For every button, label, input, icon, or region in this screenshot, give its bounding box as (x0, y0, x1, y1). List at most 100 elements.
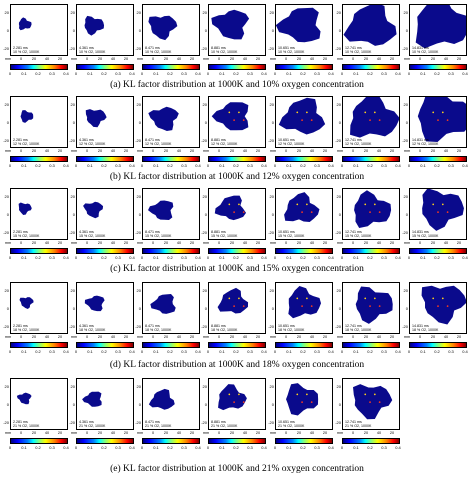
kl-distribution-map (350, 97, 399, 138)
x-tick-label: 20 (31, 241, 37, 245)
x-tick-label: 20 (163, 57, 169, 61)
x-tick-label: 20 (123, 431, 129, 435)
kl-distribution-map (148, 388, 175, 410)
kl-distribution-map (422, 189, 464, 231)
soot-region (415, 5, 466, 49)
colorbar (409, 64, 467, 70)
x-tick-label: 0 (418, 241, 422, 245)
time-label: 2.281 ms (13, 138, 28, 142)
time-label: 4.361 ms (79, 324, 94, 328)
y-tick-label: 20 (202, 384, 207, 389)
x-tick-label: 20 (31, 57, 37, 61)
kl-hotspot (310, 305, 313, 307)
subfigure-caption: (d) KL factor distribution at 1000K and … (109, 360, 365, 370)
x-tick-label: 20 (363, 431, 369, 435)
colorbar-tick-label: 0.3 (381, 349, 387, 354)
panel-annotation: 8.471 ms 12 % O2, 1000K (145, 138, 171, 146)
kl-hotspot (369, 401, 371, 403)
x-tick-label: 20 (163, 431, 169, 435)
x-tick-label: 40 (176, 149, 182, 153)
kl-map-panel: 8.881 ms 10 % O2, 1000K (208, 4, 266, 56)
colorbar-tick-label: 0.2 (167, 71, 173, 76)
y-tick-label: 20 (136, 384, 141, 389)
colorbar-tick-label: 0.3 (381, 445, 387, 450)
colorbar (208, 64, 266, 70)
x-tick-label: 40 (309, 57, 315, 61)
colorbar (342, 64, 400, 70)
colorbar-tick-label: 0.3 (115, 163, 121, 168)
kl-distribution-map (211, 102, 249, 131)
y-tick-label: -20 (69, 46, 75, 51)
time-label: 8.881 ms (211, 138, 226, 142)
kl-hotspot (364, 111, 367, 114)
colorbar-tick-label: 0.1 (21, 349, 27, 354)
colorbar-tick-label: 0.4 (195, 349, 201, 354)
colorbar-tick-label: 0.3 (247, 445, 253, 450)
panel-annotation: 2.281 ms 12 % O2, 1000K (13, 138, 39, 146)
x-tick-label: 20 (456, 57, 462, 61)
y-tick-label: 20 (403, 102, 408, 107)
panel-annotation: 10.651 ms 21 % O2, 1000K (278, 420, 304, 428)
colorbar-tick-label: 0.3 (314, 163, 320, 168)
colorbar-tick-label: 0.2 (300, 255, 306, 260)
x-tick-label: 20 (189, 57, 195, 61)
colorbar-tick-label: 0 (407, 255, 411, 260)
colorbar-tick-label: 0.2 (233, 163, 239, 168)
x-tick-label: 0 (284, 431, 288, 435)
colorbar-tick-label: 0.1 (87, 445, 93, 450)
colorbar (76, 342, 134, 348)
x-tick-label: 20 (123, 149, 129, 153)
y-tick-label: 0 (271, 28, 274, 33)
soot-region (18, 202, 32, 215)
colorbar-tick-label: 0.3 (247, 349, 253, 354)
colorbar-tick-label: 0.4 (195, 255, 201, 260)
kl-hotspot (238, 297, 240, 300)
soot-region (148, 106, 179, 131)
soot-region (355, 286, 393, 324)
panel-annotation: 2.281 ms 21 % O2, 1000K (13, 420, 39, 428)
kl-hotspot (364, 203, 367, 206)
colorbar (342, 248, 400, 254)
condition-label: 15 % O2, 1000K (345, 234, 372, 238)
x-tick-label: 20 (229, 335, 235, 339)
x-tick-label: mm (136, 241, 144, 245)
x-tick-label: 0 (151, 57, 155, 61)
x-tick-label: 0 (217, 149, 221, 153)
x-tick-label: 40 (309, 149, 315, 153)
colorbar-tick-label: 0.3 (181, 163, 187, 168)
kl-distribution-map (148, 106, 179, 131)
colorbar (142, 438, 200, 444)
kl-map-panel: 10.651 ms 21 % O2, 1000K (275, 378, 333, 430)
colorbar-tick-label: 0.4 (195, 163, 201, 168)
x-tick-label: 20 (229, 149, 235, 153)
x-tick-label: 20 (189, 335, 195, 339)
x-tick-label: 0 (151, 431, 155, 435)
kl-distribution-map (343, 5, 397, 46)
x-tick-label: 20 (322, 149, 328, 153)
colorbar-tick-label: 0.4 (261, 445, 267, 450)
y-tick-label: 20 (269, 288, 274, 293)
panel-annotation: 2.281 ms 10 % O2, 1000K (13, 46, 39, 54)
time-label: 8.881 ms (211, 324, 226, 328)
x-tick-label: 40 (44, 241, 50, 245)
y-tick-label: 0 (271, 402, 274, 407)
condition-label: 18 % O2, 1000K (13, 328, 40, 332)
soot-region (421, 285, 466, 325)
colorbar-tick-label: 0 (206, 349, 210, 354)
x-tick-label: 20 (322, 241, 328, 245)
panel-annotation: 12.741 ms 12 % O2, 1000K (345, 138, 371, 146)
y-tick-label: 0 (138, 28, 141, 33)
kl-map-panel: 8.471 ms 10 % O2, 1000K (142, 4, 200, 56)
x-tick-label: 0 (351, 149, 355, 153)
y-tick-label: 0 (72, 28, 75, 33)
condition-label: 21 % O2, 1000K (278, 424, 305, 428)
kl-hotspot (364, 393, 367, 396)
colorbar-tick-label: 0.2 (300, 349, 306, 354)
kl-hotspot (432, 203, 435, 206)
x-tick-label: 20 (430, 241, 436, 245)
x-tick-label: 40 (242, 57, 248, 61)
x-tick-label: 20 (97, 149, 103, 153)
kl-distribution-map (286, 383, 319, 416)
x-tick-label: mm (202, 431, 210, 435)
x-tick-label: 0 (217, 57, 221, 61)
